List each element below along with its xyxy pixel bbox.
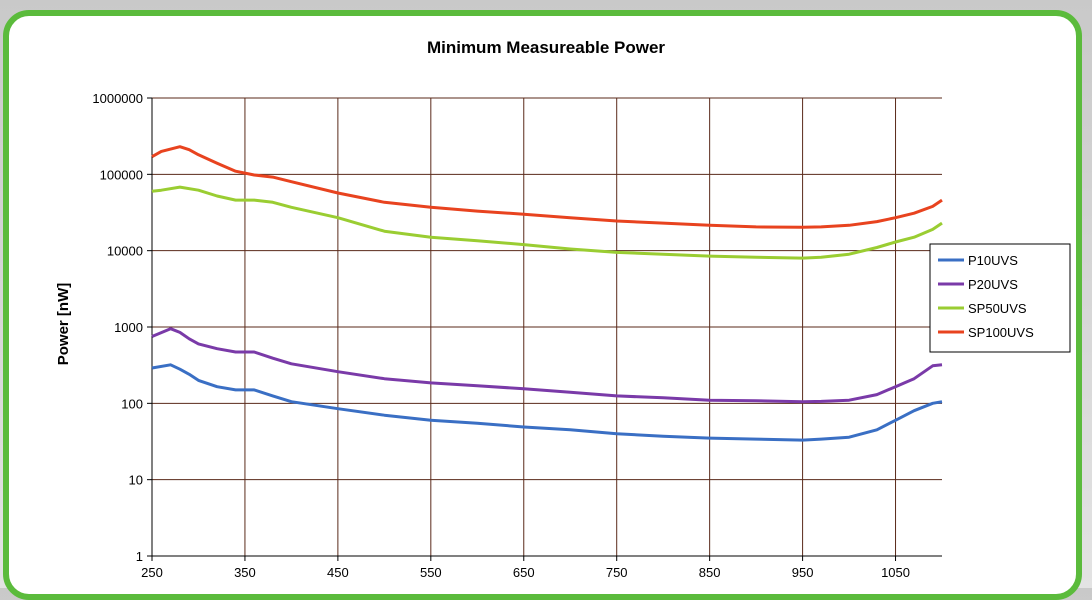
x-tick-label: 950 xyxy=(792,565,814,580)
x-tick-label: 750 xyxy=(606,565,628,580)
series-line-p20uvs xyxy=(151,327,943,404)
legend-label: P10UVS xyxy=(968,253,1018,268)
tick-labels: 250 350 450 550 650 750 850 950 1050 1 10 100 1000 10… xyxy=(92,91,910,580)
chart-title: Minimum Measureable Power xyxy=(427,38,665,57)
chart-frame xyxy=(3,10,1082,600)
x-tick-label: 450 xyxy=(327,565,349,580)
y-tick-label: 10 xyxy=(129,473,143,488)
y-axis-label: Power [nW] xyxy=(55,283,72,366)
x-tick-label: 650 xyxy=(513,565,535,580)
y-tick-label: 1000000 xyxy=(92,91,143,106)
legend-label: SP50UVS xyxy=(968,301,1027,316)
grid xyxy=(147,97,942,561)
series-lines xyxy=(151,145,943,442)
series-line-sp100uvs xyxy=(151,145,943,229)
y-tick-label: 100 xyxy=(121,396,143,411)
series-line-p10uvs xyxy=(151,363,943,442)
x-tick-label: 550 xyxy=(420,565,442,580)
legend: P10UVS P20UVS SP50UVS SP100UVS xyxy=(929,243,1071,353)
series-line-sp50uvs xyxy=(151,185,943,260)
x-tick-label: 850 xyxy=(699,565,721,580)
legend-box xyxy=(929,243,1071,353)
y-tick-label: 10000 xyxy=(107,244,143,259)
y-tick-label: 1 xyxy=(136,549,143,564)
x-tick-label: 1050 xyxy=(881,565,910,580)
legend-label: P20UVS xyxy=(968,277,1018,292)
y-tick-label: 100000 xyxy=(100,167,143,182)
x-tick-label: 350 xyxy=(234,565,256,580)
x-tick-label: 250 xyxy=(141,565,163,580)
y-tick-label: 1000 xyxy=(114,320,143,335)
legend-label: SP100UVS xyxy=(968,325,1034,340)
